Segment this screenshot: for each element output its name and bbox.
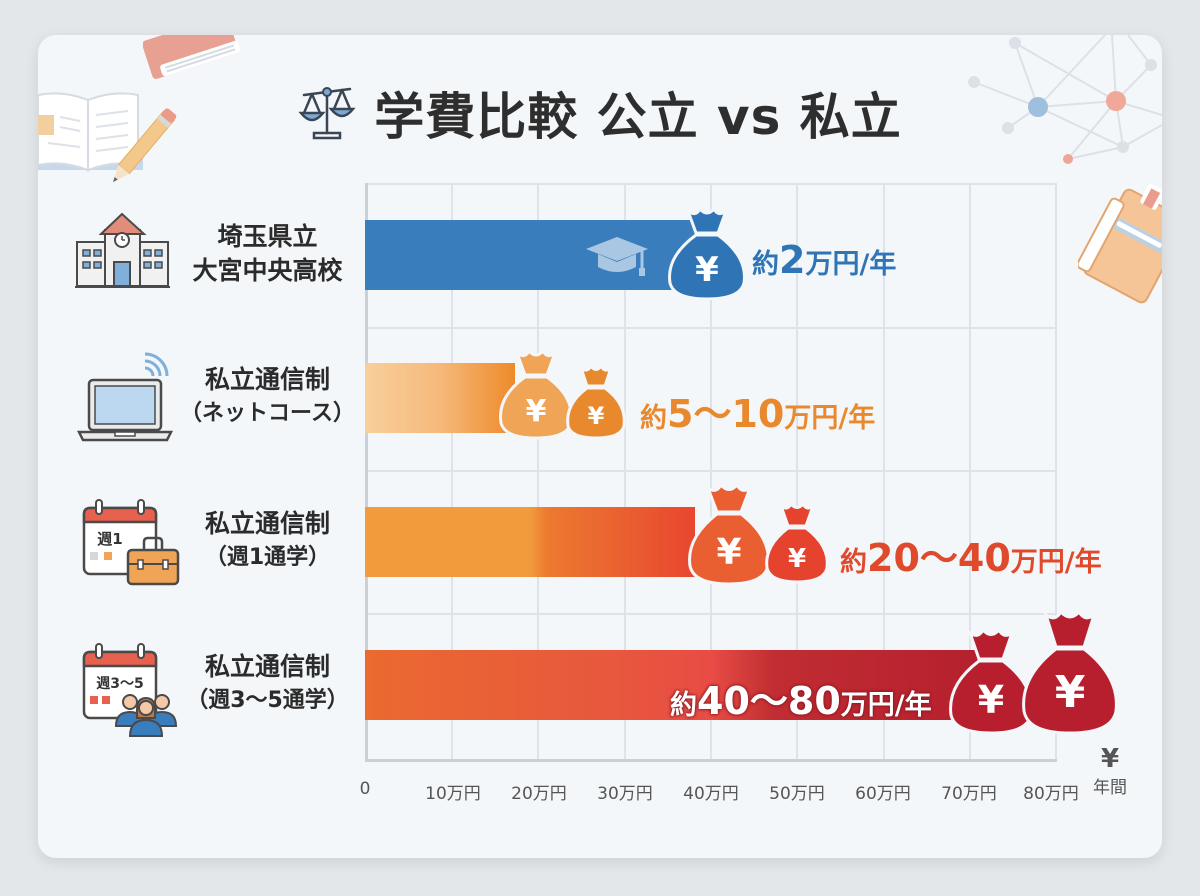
x-tick: 80万円 bbox=[1023, 784, 1079, 804]
gridline-v bbox=[969, 183, 971, 762]
row-label-private-net: 私立通信制 （ネットコース） bbox=[180, 363, 355, 431]
gridline-v bbox=[1055, 183, 1057, 762]
yen-symbol: ¥ bbox=[588, 402, 605, 430]
gridline-v bbox=[883, 183, 885, 762]
x-axis-line bbox=[365, 759, 1057, 762]
value-prefix: 約 bbox=[670, 690, 697, 721]
value-suffix: 万円/年 bbox=[1010, 547, 1102, 578]
value-number: 2 bbox=[779, 238, 806, 282]
x-axis-unit: ¥ 年間 bbox=[1088, 745, 1132, 798]
gridline-v bbox=[710, 183, 712, 762]
value-suffix: 万円/年 bbox=[784, 403, 876, 434]
money-bag-yen-icon: ¥ bbox=[688, 482, 770, 586]
x-tick: 50万円 bbox=[769, 784, 825, 804]
yen-symbol: ¥ bbox=[978, 678, 1004, 722]
row-label-line2: （週3〜5通学） bbox=[186, 688, 349, 713]
money-bag-yen-icon: ¥ bbox=[499, 348, 573, 440]
bar-private-weekly-3-5 bbox=[365, 650, 995, 720]
gridline-v bbox=[796, 183, 798, 762]
value-number: 5〜10 bbox=[667, 392, 785, 436]
bar-private-weekly-1 bbox=[365, 507, 695, 577]
x-tick: 0 bbox=[359, 779, 371, 799]
row-label-line1: 私立通信制 bbox=[204, 509, 330, 538]
row-label-line1: 埼玉県立 bbox=[217, 222, 318, 251]
balance-scale-icon bbox=[298, 87, 356, 140]
x-axis-label: 年間 bbox=[1093, 778, 1127, 798]
bar-public-school bbox=[365, 220, 695, 290]
calendar-text: 週3〜5 bbox=[96, 676, 143, 692]
gridline-v bbox=[451, 183, 453, 762]
title-bar: 学費比較 公立 vs 私立 bbox=[0, 78, 1200, 148]
row-label-private-weekly-3-5: 私立通信制 （週3〜5通学） bbox=[180, 650, 355, 718]
graduation-cap-icon bbox=[586, 237, 648, 276]
row-label-line1: 私立通信制 bbox=[204, 365, 330, 394]
calendar-text: 週1 bbox=[97, 530, 122, 548]
laptop-wifi-icon bbox=[76, 352, 174, 442]
value-number: 20〜40 bbox=[867, 536, 1011, 580]
chart-plot-area bbox=[365, 183, 1115, 762]
row-label-line2: （週1通学） bbox=[204, 545, 331, 570]
row-label-public-school: 埼玉県立 大宮中央高校 bbox=[180, 220, 355, 288]
x-tick: 30万円 bbox=[597, 784, 653, 804]
value-label-private-weekly-3-5: 約40〜80万円/年 bbox=[670, 670, 932, 725]
bar-private-net-course bbox=[365, 363, 515, 433]
x-tick: 10万円 bbox=[425, 784, 481, 804]
row-label-line2: 大宮中央高校 bbox=[192, 256, 343, 285]
money-bag-yen-icon: ¥ bbox=[668, 206, 746, 300]
value-prefix: 約 bbox=[752, 249, 779, 280]
value-suffix: 万円/年 bbox=[805, 249, 897, 280]
row-label-line1: 私立通信制 bbox=[204, 652, 330, 681]
yen-symbol: ¥ bbox=[526, 394, 547, 429]
money-bag-yen-icon-small: ¥ bbox=[765, 501, 829, 584]
calendar-people-icon: 週3〜5 bbox=[82, 643, 178, 737]
money-bag-yen-icon: ¥ bbox=[949, 627, 1033, 735]
row-label-line2: （ネットコース） bbox=[180, 401, 355, 426]
network-graph-icon bbox=[968, 35, 1162, 164]
yen-symbol: ¥ bbox=[1055, 667, 1086, 718]
value-suffix: 万円/年 bbox=[840, 690, 932, 721]
x-tick: 70万円 bbox=[941, 784, 997, 804]
money-bag-yen-icon-small: ¥ bbox=[566, 363, 626, 440]
row-label-private-weekly-1: 私立通信制 （週1通学） bbox=[180, 507, 355, 575]
value-label-private-net: 約5〜10万円/年 bbox=[640, 383, 875, 438]
value-prefix: 約 bbox=[640, 403, 667, 434]
school-building-icon bbox=[75, 212, 170, 288]
value-prefix: 約 bbox=[840, 547, 867, 578]
yen-symbol: ¥ bbox=[695, 250, 719, 290]
yen-symbol: ¥ bbox=[716, 532, 741, 573]
gridline-v bbox=[537, 183, 539, 762]
pencil-icon bbox=[113, 108, 177, 183]
value-label-public-school: 約2万円/年 bbox=[752, 238, 896, 282]
yen-symbol: ¥ bbox=[788, 544, 806, 574]
value-label-private-weekly-1: 約20〜40万円/年 bbox=[840, 527, 1102, 582]
money-bag-yen-icon-large: ¥ bbox=[1022, 609, 1118, 735]
y-axis-line bbox=[365, 183, 368, 762]
stacked-book-icon bbox=[1078, 183, 1162, 304]
calendar-briefcase-icon: 週1 bbox=[82, 499, 180, 586]
closed-book-icon bbox=[143, 35, 241, 79]
x-tick: 40万円 bbox=[683, 784, 739, 804]
page-title: 学費比較 公立 vs 私立 bbox=[374, 88, 902, 146]
gridline-v bbox=[624, 183, 626, 762]
x-tick: 60万円 bbox=[855, 784, 911, 804]
x-tick: 20万円 bbox=[511, 784, 567, 804]
infographic-card bbox=[38, 35, 1162, 858]
yen-icon: ¥ bbox=[1100, 744, 1120, 774]
value-number: 40〜80 bbox=[697, 679, 841, 723]
